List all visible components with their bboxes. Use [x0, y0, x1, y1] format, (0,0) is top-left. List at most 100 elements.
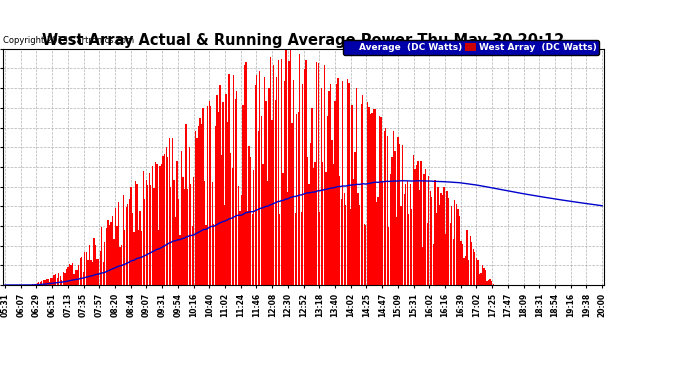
Bar: [41, 281, 43, 285]
Bar: [239, 211, 241, 285]
Bar: [322, 162, 324, 285]
Bar: [81, 256, 82, 285]
Bar: [257, 131, 259, 285]
Bar: [414, 169, 415, 285]
Bar: [465, 256, 466, 285]
Bar: [127, 204, 128, 285]
Bar: [98, 260, 99, 285]
Bar: [237, 186, 239, 285]
Bar: [227, 122, 228, 285]
Bar: [215, 126, 216, 285]
Bar: [399, 144, 400, 285]
Bar: [336, 84, 337, 285]
Bar: [440, 193, 442, 285]
Bar: [413, 155, 414, 285]
Bar: [402, 146, 403, 285]
Bar: [356, 88, 357, 285]
Bar: [206, 225, 207, 285]
Bar: [99, 251, 101, 285]
Bar: [397, 137, 399, 285]
Bar: [380, 117, 382, 285]
Bar: [330, 84, 331, 285]
Bar: [232, 168, 233, 285]
Bar: [179, 235, 181, 285]
Bar: [147, 185, 148, 285]
Bar: [339, 176, 340, 285]
Bar: [222, 102, 224, 285]
Bar: [448, 198, 449, 285]
Bar: [471, 242, 473, 285]
Bar: [247, 211, 248, 285]
Bar: [66, 269, 67, 285]
Bar: [166, 147, 167, 285]
Bar: [370, 114, 371, 285]
Bar: [83, 272, 84, 285]
Bar: [46, 279, 47, 285]
Bar: [138, 230, 139, 285]
Bar: [488, 280, 489, 285]
Bar: [457, 209, 459, 285]
Bar: [221, 155, 222, 285]
Bar: [468, 260, 469, 285]
Bar: [152, 166, 153, 285]
Title: West Array Actual & Running Average Power Thu May 30 20:12: West Array Actual & Running Average Powe…: [43, 33, 564, 48]
Bar: [316, 62, 317, 285]
Bar: [307, 157, 308, 285]
Bar: [489, 279, 491, 285]
Bar: [410, 184, 411, 285]
Bar: [195, 131, 196, 285]
Bar: [172, 138, 173, 285]
Bar: [186, 124, 187, 285]
Bar: [486, 280, 488, 285]
Bar: [315, 162, 316, 285]
Bar: [109, 225, 110, 285]
Bar: [474, 252, 475, 285]
Bar: [250, 157, 251, 285]
Bar: [190, 184, 191, 285]
Bar: [135, 181, 136, 285]
Bar: [70, 264, 72, 285]
Bar: [384, 131, 385, 285]
Bar: [153, 188, 155, 285]
Bar: [77, 270, 78, 285]
Bar: [382, 182, 384, 285]
Bar: [366, 102, 368, 285]
Bar: [87, 260, 88, 285]
Bar: [359, 205, 360, 285]
Bar: [50, 278, 52, 285]
Bar: [201, 124, 202, 285]
Bar: [106, 228, 107, 285]
Bar: [193, 177, 195, 285]
Bar: [119, 247, 121, 285]
Bar: [475, 258, 477, 285]
Bar: [52, 278, 53, 285]
Bar: [469, 236, 471, 285]
Bar: [296, 114, 297, 285]
Bar: [310, 143, 311, 285]
Bar: [273, 65, 275, 285]
Bar: [112, 216, 113, 285]
Bar: [295, 213, 296, 285]
Bar: [184, 189, 186, 285]
Bar: [301, 211, 302, 285]
Bar: [242, 105, 244, 285]
Bar: [148, 173, 150, 285]
Bar: [400, 206, 402, 285]
Bar: [92, 262, 93, 285]
Bar: [84, 252, 86, 285]
Bar: [69, 264, 70, 285]
Bar: [319, 212, 320, 285]
Bar: [493, 284, 494, 285]
Bar: [219, 85, 221, 285]
Bar: [281, 59, 282, 285]
Bar: [59, 276, 61, 285]
Bar: [417, 161, 419, 285]
Bar: [271, 120, 273, 285]
Bar: [121, 245, 122, 285]
Bar: [342, 81, 344, 285]
Bar: [483, 268, 484, 285]
Bar: [58, 273, 59, 285]
Bar: [253, 170, 255, 285]
Bar: [129, 199, 130, 285]
Bar: [450, 223, 451, 285]
